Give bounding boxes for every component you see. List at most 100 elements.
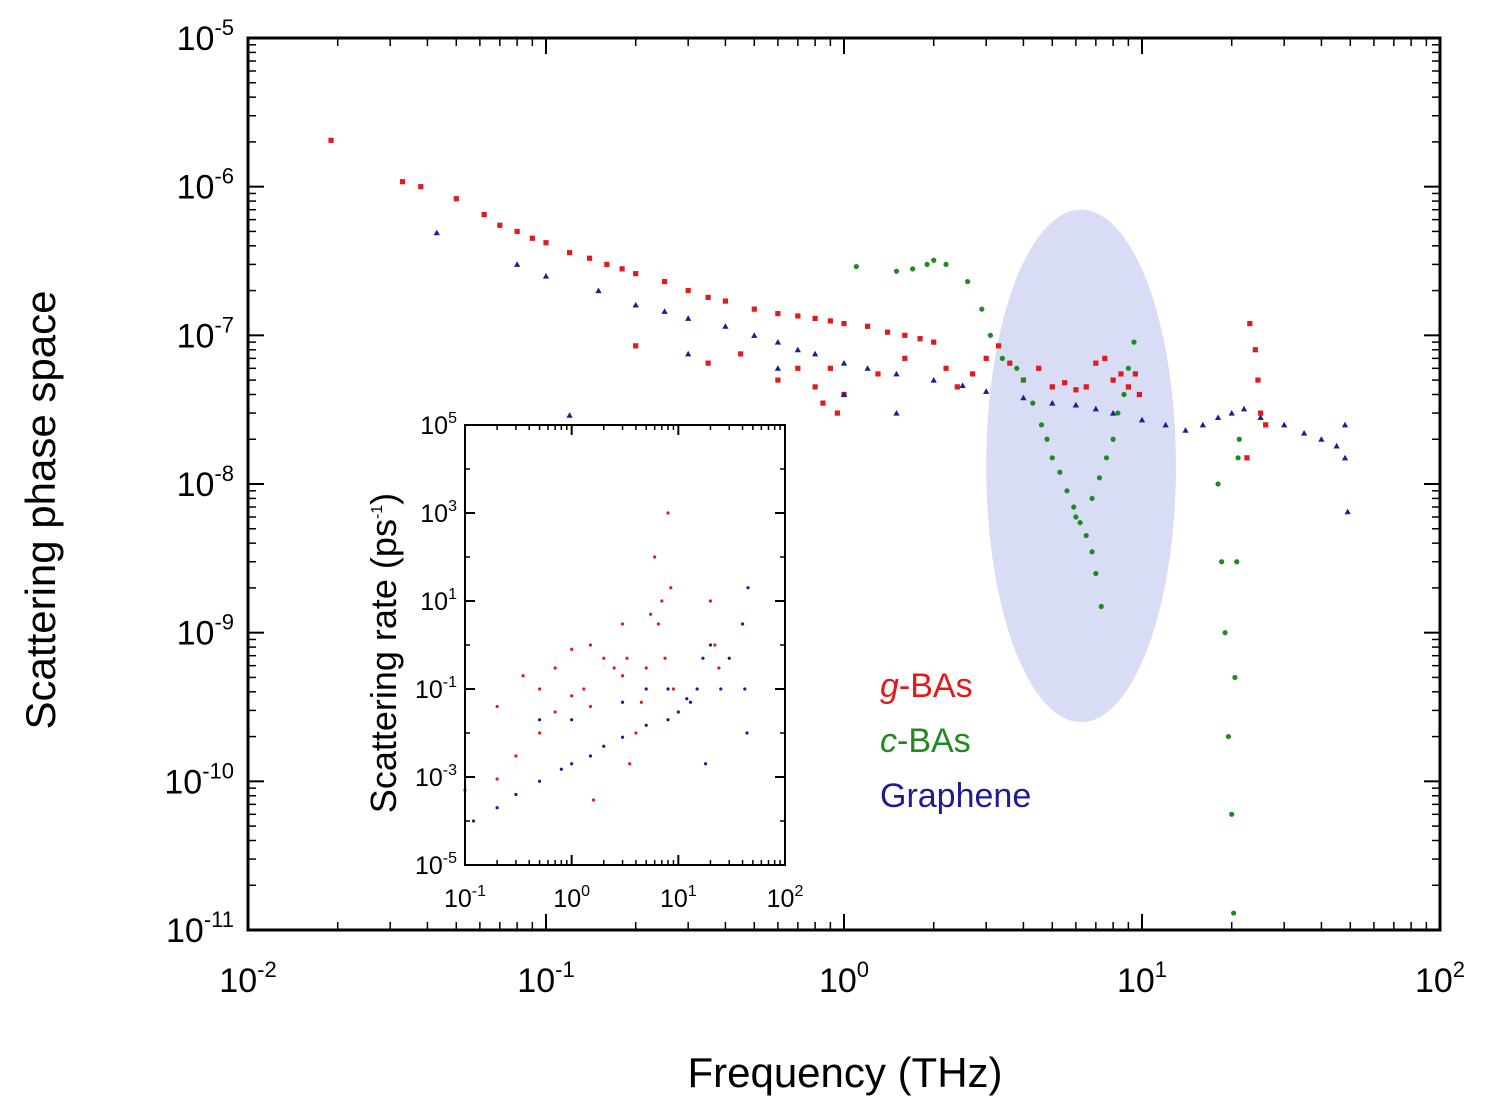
inset-graphene-point — [620, 700, 625, 704]
main-g-bas-point — [543, 240, 549, 246]
main-g-bas-point — [1244, 455, 1250, 461]
inset-graphene-point — [708, 643, 713, 647]
main-c-bas-point — [1071, 504, 1077, 510]
main-c-bas-point — [1115, 410, 1121, 416]
inset-g-bas-point — [713, 643, 717, 647]
inset-graphene-point — [688, 700, 693, 704]
inset-graphene-point — [514, 792, 518, 797]
main-c-bas-point — [1231, 910, 1237, 916]
main-graphene-point — [1318, 436, 1325, 442]
inset-x-tick-label: 101 — [660, 883, 697, 913]
inset-g-bas-point — [669, 586, 673, 590]
inset-g-bas-point — [521, 674, 525, 678]
inset-g-bas-point — [663, 656, 667, 660]
main-c-bas-point — [1219, 559, 1225, 565]
inset-graphene-point — [685, 697, 689, 701]
inset-graphene-point — [620, 735, 625, 739]
main-g-bas-point — [705, 294, 711, 300]
main-g-bas-point — [827, 318, 833, 324]
inset-graphene-point — [703, 762, 708, 766]
main-graphene-point — [433, 229, 440, 236]
main-g-bas-point — [1136, 391, 1142, 398]
inset-graphene-point — [740, 622, 745, 626]
inset-graphene-point — [695, 687, 699, 691]
inset-g-bas-point — [588, 704, 593, 709]
inset-g-bas-point — [582, 687, 586, 691]
inset-g-bas-point — [602, 656, 606, 660]
main-graphene-point — [1301, 429, 1308, 436]
inset-graphene-point — [666, 687, 670, 691]
main-c-bas-point — [943, 261, 949, 268]
main-c-bas-point — [1049, 455, 1055, 461]
main-c-bas-point — [1215, 481, 1221, 487]
main-graphene-point — [514, 261, 521, 267]
main-c-bas-point — [1057, 469, 1063, 475]
main-g-bas-point — [1132, 371, 1138, 377]
main-graphene-point — [1072, 401, 1080, 408]
main-g-bas-point — [1247, 320, 1253, 327]
main-graphene-point — [1341, 454, 1349, 461]
inset-y-tick-label: 10-5 — [415, 850, 457, 880]
main-graphene-point — [1020, 394, 1027, 401]
inset-g-bas-point — [514, 754, 518, 758]
inset-graphene-point — [602, 744, 606, 748]
main-c-bas-point — [1083, 532, 1089, 539]
inset-x-tick-label: 10-1 — [444, 883, 486, 913]
main-graphene-point — [840, 391, 848, 397]
main-graphene-point — [812, 350, 819, 357]
main-y-tick-label: 10-9 — [177, 610, 234, 653]
inset-g-bas-point — [495, 704, 499, 709]
inset-g-bas-point — [649, 612, 653, 616]
main-c-bas-point — [893, 268, 900, 274]
main-g-bas-point — [586, 255, 593, 261]
main-y-tick-label: 10-6 — [177, 164, 234, 207]
inset-graphene-point — [570, 718, 574, 722]
inset-x-tick-label: 102 — [767, 883, 804, 913]
main-g-bas-point — [529, 235, 535, 241]
inset-graphene-point — [743, 687, 747, 691]
main-g-bas-point — [604, 261, 610, 268]
main-g-bas-point — [875, 371, 881, 377]
main-y-tick-label: 10-10 — [164, 758, 234, 801]
main-g-bas-point — [481, 211, 487, 218]
main-g-bas-point — [566, 250, 573, 256]
main-g-bas-point — [834, 410, 840, 416]
main-g-bas-point — [453, 196, 459, 202]
main-g-bas-point — [661, 278, 668, 285]
main-graphene-point — [595, 287, 602, 294]
main-g-bas-point — [917, 336, 923, 342]
inset-graphene-point — [644, 687, 648, 691]
main-c-bas-point — [1235, 455, 1241, 461]
legend-entry: g-BAs — [880, 667, 973, 705]
main-graphene-point — [1092, 405, 1099, 412]
main-graphene-point — [1162, 421, 1169, 428]
main-g-bas-point — [943, 365, 949, 371]
main-g-bas-point — [497, 222, 503, 228]
inset-y-axis-title: Scattering rate (ps-1) — [363, 493, 404, 813]
inset-graphene-point — [719, 687, 723, 691]
main-graphene-point — [1199, 421, 1206, 428]
main-c-bas-point — [1089, 495, 1095, 502]
main-graphene-point — [1049, 399, 1056, 406]
main-x-tick-label: 10-1 — [517, 957, 574, 1000]
main-g-bas-point — [841, 320, 847, 327]
x-axis-title: Frequency (THz) — [687, 1049, 1002, 1096]
main-graphene-point — [722, 323, 729, 329]
main-g-bas-point — [1073, 387, 1079, 393]
main-c-bas-point — [1234, 559, 1240, 565]
inset-g-bas-point — [537, 687, 542, 691]
inset-g-bas-point — [634, 731, 638, 735]
main-graphene-point — [661, 308, 668, 314]
main-data-marks — [328, 137, 1351, 916]
main-g-bas-point — [995, 343, 1002, 349]
main-g-bas-point — [864, 323, 871, 329]
main-c-bas-point — [924, 261, 930, 268]
main-c-bas-point — [979, 306, 985, 312]
main-g-bas-point — [969, 371, 976, 377]
main-g-bas-point — [1257, 410, 1264, 416]
main-graphene-point — [1110, 409, 1117, 416]
inset-g-bas-point — [620, 622, 625, 626]
main-graphene-point — [864, 365, 871, 371]
main-plot-frame — [246, 36, 1442, 932]
main-tick-labels: 10-2 10-1 100 101 102 10-11 10-10 10-9 10-8 10-7 1… — [164, 15, 1465, 1000]
